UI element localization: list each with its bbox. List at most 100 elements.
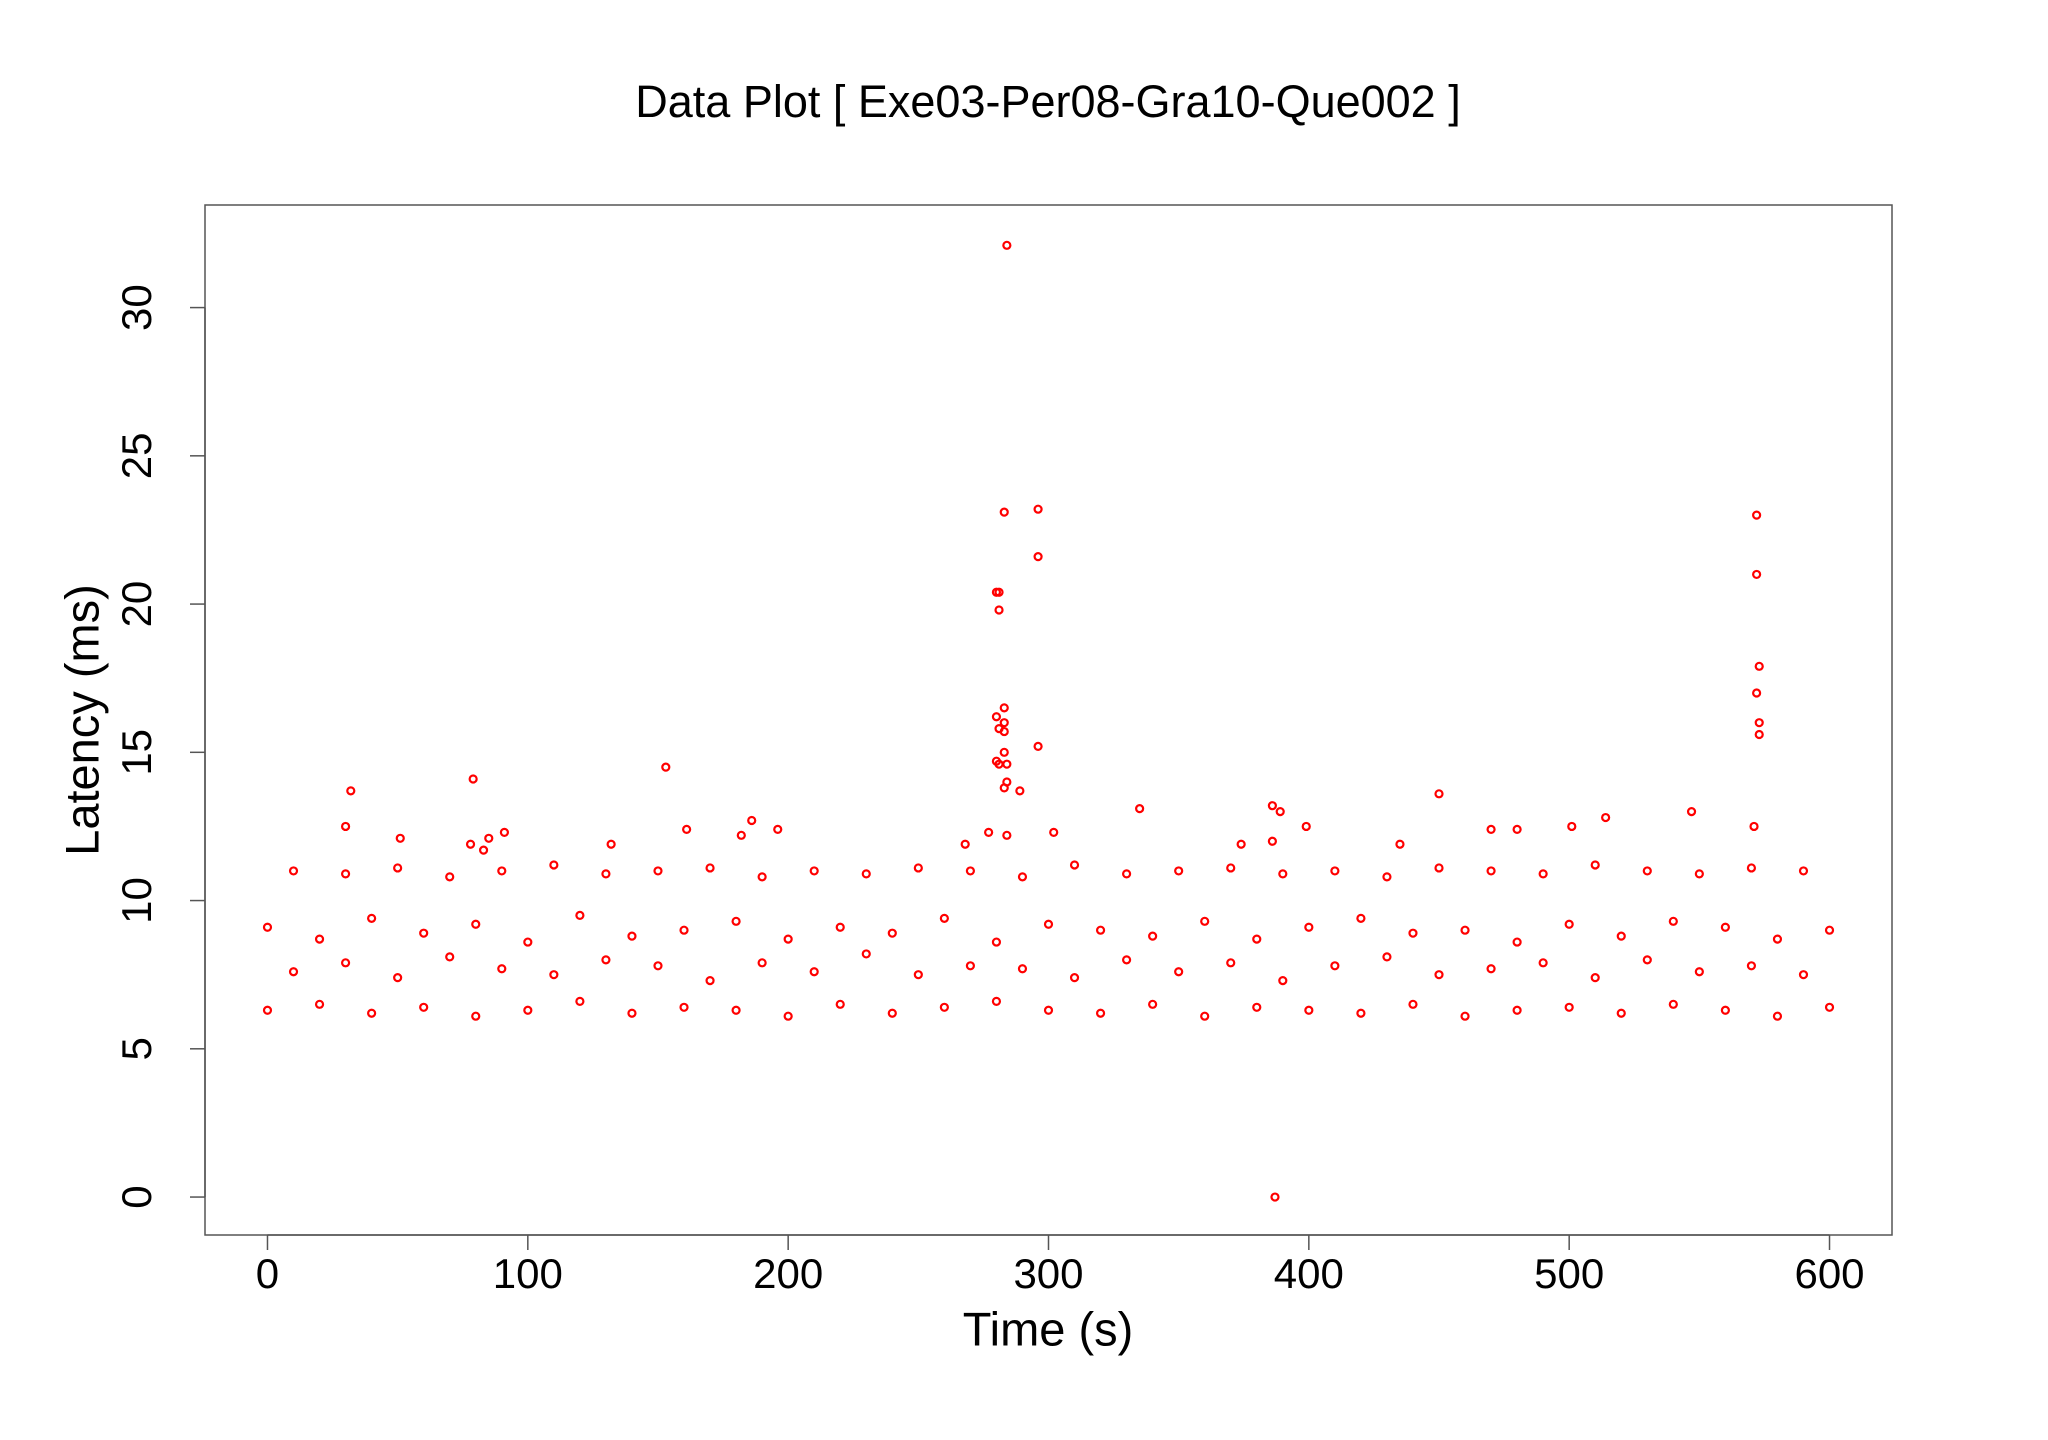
- y-tick-label: 5: [113, 1037, 160, 1060]
- point: [1275, 807, 1285, 817]
- point: [1749, 821, 1759, 832]
- point: [1267, 836, 1277, 846]
- point: [1015, 786, 1025, 796]
- point: [1148, 931, 1158, 941]
- point: [653, 866, 663, 876]
- point: [1301, 821, 1311, 832]
- point: [661, 762, 671, 772]
- point: [1798, 866, 1809, 876]
- point: [1382, 952, 1392, 962]
- point: [575, 910, 585, 920]
- point: [1668, 916, 1678, 926]
- point: [1512, 937, 1522, 947]
- point: [549, 970, 559, 980]
- point: [653, 961, 663, 971]
- point: [913, 970, 923, 980]
- point: [1033, 552, 1043, 562]
- point: [1174, 866, 1184, 876]
- point: [627, 931, 637, 941]
- point: [445, 872, 455, 882]
- x-tick-label: 100: [493, 1250, 563, 1297]
- point: [1226, 863, 1236, 873]
- point: [960, 839, 970, 849]
- point: [1772, 1011, 1783, 1021]
- point: [1746, 863, 1757, 873]
- point: [1460, 925, 1470, 935]
- point: [627, 1008, 637, 1018]
- point: [1824, 1002, 1835, 1012]
- point: [288, 866, 299, 876]
- point: [1043, 1005, 1054, 1015]
- point: [757, 958, 767, 968]
- point: [705, 863, 715, 873]
- point: [991, 712, 1002, 722]
- point: [314, 999, 325, 1009]
- point: [1135, 804, 1145, 814]
- point: [419, 928, 429, 938]
- point: [965, 866, 975, 876]
- point: [1434, 970, 1444, 980]
- point: [497, 964, 507, 974]
- point: [1434, 863, 1444, 873]
- point: [736, 830, 746, 840]
- point: [601, 869, 611, 879]
- point: [1538, 958, 1548, 968]
- point: [1512, 824, 1522, 835]
- point: [1002, 759, 1012, 769]
- point: [1567, 821, 1577, 832]
- point: [1616, 1008, 1626, 1018]
- point: [419, 1002, 429, 1012]
- point: [1512, 1005, 1522, 1015]
- point: [861, 949, 871, 959]
- point: [1616, 931, 1626, 941]
- point: [1304, 1005, 1314, 1015]
- point: [994, 723, 1004, 734]
- point: [999, 747, 1009, 757]
- point: [393, 863, 403, 873]
- point: [471, 1011, 481, 1021]
- point: [835, 922, 845, 932]
- point: [1278, 976, 1288, 986]
- point: [1069, 860, 1080, 870]
- point: [395, 833, 405, 843]
- point: [468, 774, 478, 784]
- point: [1174, 967, 1184, 977]
- point: [1694, 869, 1704, 879]
- point: [965, 961, 975, 971]
- point: [757, 872, 767, 882]
- point: [393, 973, 403, 983]
- point: [445, 952, 455, 962]
- point: [549, 860, 559, 870]
- point: [499, 827, 509, 837]
- point: [340, 821, 351, 832]
- y-tick-label: 0: [113, 1185, 160, 1208]
- point: [1538, 869, 1548, 879]
- point: [999, 783, 1009, 793]
- point: [939, 1002, 949, 1012]
- point: [991, 937, 1002, 947]
- point: [1356, 913, 1366, 923]
- point: [484, 833, 494, 843]
- point: [1754, 729, 1764, 740]
- point: [497, 866, 507, 876]
- point: [999, 718, 1009, 728]
- point: [1330, 961, 1340, 971]
- point: [523, 937, 533, 947]
- point: [1564, 1002, 1574, 1012]
- point: [1252, 1002, 1262, 1012]
- point: [1069, 973, 1080, 983]
- point: [262, 922, 273, 932]
- y-tick-label: 15: [113, 729, 160, 776]
- point: [1122, 955, 1132, 965]
- point: [773, 824, 783, 835]
- point: [288, 967, 299, 977]
- point: [1694, 967, 1704, 977]
- point: [994, 587, 1004, 597]
- point: [367, 913, 377, 923]
- point: [1095, 925, 1106, 935]
- y-tick-label: 20: [113, 581, 160, 628]
- point: [606, 839, 616, 849]
- point: [471, 919, 481, 929]
- y-tick-label: 25: [113, 432, 160, 479]
